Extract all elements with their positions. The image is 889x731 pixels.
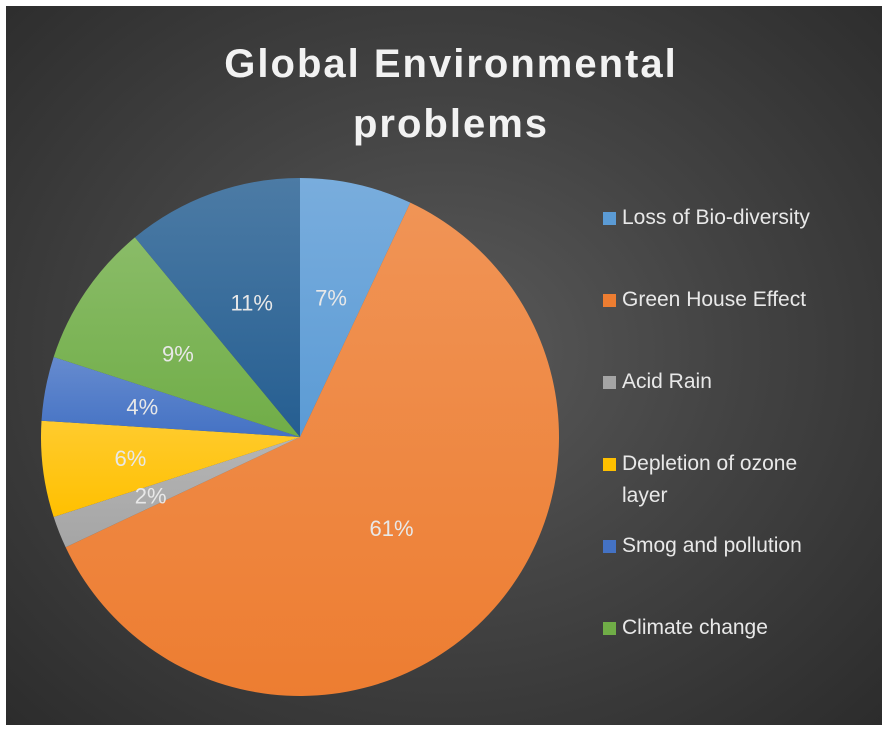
data-label: 7% [315, 285, 347, 310]
legend-item: Green House Effect [603, 284, 842, 316]
data-label: 11% [231, 290, 273, 315]
legend-label: Loss of Bio-diversity [622, 202, 842, 234]
legend-item: Climate change [603, 612, 842, 644]
legend-swatch [603, 294, 616, 307]
legend-label: Smog and pollution [622, 530, 842, 562]
legend-label: Acid Rain [622, 366, 842, 398]
legend-label: Depletion of ozone layer [622, 448, 842, 512]
legend-label: Green House Effect [622, 284, 842, 316]
legend-item: Depletion of ozone layer [603, 448, 842, 512]
legend-label: Climate change [622, 612, 842, 644]
legend-swatch [603, 212, 616, 225]
legend-swatch [603, 376, 616, 389]
legend-swatch [603, 458, 616, 471]
legend-item: Smog and pollution [603, 530, 842, 562]
legend-item: Loss of Bio-diversity [603, 202, 842, 234]
legend-swatch [603, 622, 616, 635]
chart-area: Global Environmental problems 7% 61% 2% 6% 4… [6, 6, 882, 725]
data-label: 6% [115, 446, 147, 471]
data-label: 4% [126, 394, 158, 419]
data-label: 9% [162, 342, 194, 367]
data-label: 2% [135, 484, 167, 509]
data-label: 61% [370, 516, 414, 541]
legend-swatch [603, 540, 616, 553]
legend-item: Acid Rain [603, 366, 842, 398]
